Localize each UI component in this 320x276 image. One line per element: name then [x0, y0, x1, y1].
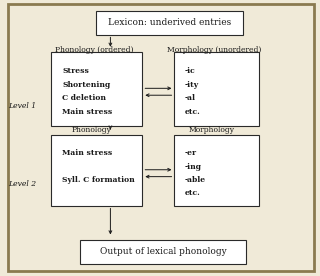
Text: Level 2: Level 2 — [8, 180, 36, 187]
Text: Phonology: Phonology — [71, 126, 111, 134]
Text: Morphology (unordered): Morphology (unordered) — [167, 46, 261, 54]
Text: -able: -able — [185, 176, 206, 184]
Bar — [51, 52, 142, 126]
Text: C deletion: C deletion — [62, 94, 106, 102]
Text: -ic: -ic — [185, 67, 195, 75]
Text: Main stress: Main stress — [62, 108, 112, 116]
Text: Shortening: Shortening — [62, 81, 110, 89]
Text: -ing: -ing — [185, 163, 202, 171]
Bar — [174, 52, 259, 126]
Text: etc.: etc. — [185, 108, 200, 116]
Text: Level 1: Level 1 — [8, 102, 36, 110]
Text: -ity: -ity — [185, 81, 199, 89]
Text: Lexicon: underived entries: Lexicon: underived entries — [108, 18, 231, 27]
Text: Main stress: Main stress — [62, 149, 112, 157]
Text: Output of lexical phonology: Output of lexical phonology — [100, 247, 227, 256]
Bar — [80, 240, 246, 264]
Bar — [96, 11, 243, 34]
Text: etc.: etc. — [185, 189, 200, 197]
Text: -al: -al — [185, 94, 196, 102]
Bar — [174, 135, 259, 206]
Bar — [51, 135, 142, 206]
Text: Phonology (ordered): Phonology (ordered) — [55, 46, 134, 54]
Text: -er: -er — [185, 149, 197, 157]
Text: Morphology: Morphology — [188, 126, 234, 134]
Text: Syll. C formation: Syll. C formation — [62, 176, 135, 184]
Text: Stress: Stress — [62, 67, 89, 75]
